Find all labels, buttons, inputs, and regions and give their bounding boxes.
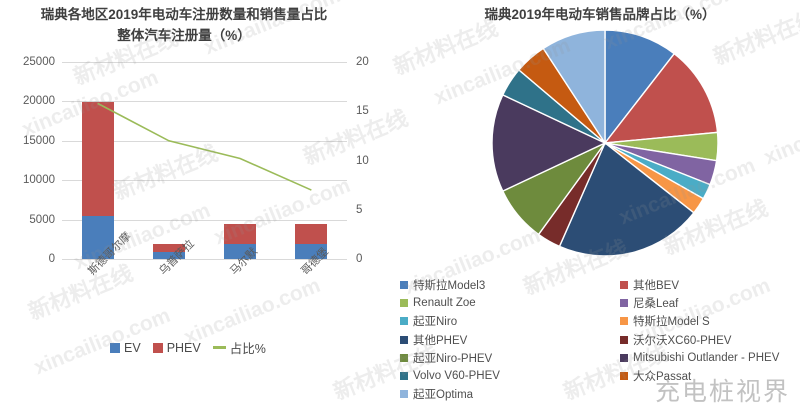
pie-legend-swatch <box>400 317 408 326</box>
pie-slice[interactable] <box>491 93 607 193</box>
bar-segment-phev <box>224 223 257 244</box>
bar-group[interactable] <box>224 223 257 259</box>
y-axis-tick-label: 10000 <box>23 174 55 187</box>
legend-item-ev[interactable]: EV <box>110 341 141 355</box>
pie-legend-label: 起亚Niro <box>413 316 458 329</box>
pie-legend-label: 沃尔沃XC60-PHEV <box>633 334 732 347</box>
ratio-line-path <box>97 102 312 191</box>
gridline <box>62 62 347 63</box>
pie-chart-legend: 特斯拉Model3 Renault Zoe 起亚Niro 其他PHEV 起亚Niro-P… <box>400 276 800 403</box>
gridline <box>62 259 347 260</box>
pie-legend-swatch <box>620 299 628 308</box>
bar-segment-phev <box>152 244 185 252</box>
bar-chart-title: 瑞典各地区2019年电动车注册数量和销售量占比整体汽车注册量（%） <box>40 7 328 43</box>
y-axis-tick-label: 5000 <box>29 213 55 226</box>
pie-legend-swatch <box>400 390 408 399</box>
pie-legend-item[interactable]: 其他PHEV <box>400 331 620 349</box>
pie-legend-label: Volvo V60-PHEV <box>413 370 500 383</box>
bar-chart-plot-area: 0 5000 10000 15000 20000 25000 0 5 10 15 20 <box>23 56 369 265</box>
bar-segment-ev <box>152 251 185 259</box>
pie-legend-label: 特斯拉Model3 <box>413 280 486 293</box>
gridline <box>62 101 347 103</box>
pie-legend-label: 起亚Optima <box>413 389 474 402</box>
pie-legend-swatch <box>400 299 408 308</box>
pie-legend-label: 特斯拉Model S <box>633 316 710 329</box>
pie-legend-item[interactable]: 特斯拉Model3 <box>400 276 620 294</box>
pie-legend-label: Renault Zoe <box>413 297 476 310</box>
legend-item-phev[interactable]: PHEV <box>152 340 201 355</box>
pie-slice[interactable] <box>603 52 719 144</box>
pie-legend-item[interactable]: 特斯拉Model S <box>620 312 800 330</box>
legend-swatch-ev <box>110 342 120 353</box>
bar-segment-ev <box>295 244 328 259</box>
pie-slices <box>491 29 719 257</box>
y-axis-tick-label: 15000 <box>23 134 55 147</box>
legend-item-ratio[interactable]: 占比% <box>212 338 266 357</box>
secondary-y-axis-tick-label: 20 <box>356 56 369 68</box>
bar-chart-legend: EV PHEV 占比% <box>110 338 266 357</box>
pie-slice[interactable] <box>542 29 606 146</box>
pie-chart-panel: 瑞典2019年电动车销售品牌占比（%） 特斯拉Model3 Renault Zoe… <box>400 0 800 415</box>
pie-legend-swatch <box>620 372 628 381</box>
pie-legend-item[interactable]: 起亚Niro <box>400 312 620 330</box>
pie-legend-swatch <box>400 281 408 290</box>
bar-segment-ev <box>224 243 257 259</box>
bar-chart-panel: 瑞典各地区2019年电动车注册数量和销售量占比整体汽车注册量（%） 0 5000 1… <box>23 7 369 357</box>
pie-legend-item[interactable]: 起亚Niro-PHEV <box>400 349 620 367</box>
bar-segment-ev <box>81 216 114 259</box>
pie-legend-item[interactable]: 其他BEV <box>620 276 800 294</box>
secondary-y-axis-tick-label: 0 <box>356 253 363 265</box>
pie-chart-plot-area <box>490 28 720 258</box>
pie-legend-label: 起亚Niro-PHEV <box>413 352 493 365</box>
bar-group[interactable] <box>81 102 114 259</box>
legend-swatch-ratio <box>212 346 226 349</box>
secondary-y-axis-tick-label: 15 <box>356 105 369 118</box>
pie-legend-label: 其他PHEV <box>413 334 468 347</box>
bar-segment-phev <box>295 223 328 245</box>
legend-label-phev: PHEV <box>166 340 201 355</box>
secondary-y-axis-tick-label: 10 <box>356 154 369 167</box>
pie-legend-swatch <box>620 281 628 290</box>
y-axis-tick-label: 20000 <box>23 95 55 108</box>
pie-legend-column-right: 其他BEV 尼桑Leaf 特斯拉Model S 沃尔沃XC60-PHEV Mitsubi… <box>620 276 800 403</box>
pie-legend-item[interactable]: 尼桑Leaf <box>620 294 800 312</box>
pie-legend-label: 大众Passat <box>633 371 692 384</box>
pie-legend-item[interactable]: 起亚Optima <box>400 385 620 403</box>
pie-legend-swatch <box>400 372 408 381</box>
pie-legend-label: Mitsubishi Outlander - PHEV <box>633 351 780 364</box>
y-axis-tick-label: 0 <box>48 253 55 265</box>
pie-legend-swatch <box>400 353 408 362</box>
pie-legend-swatch <box>620 335 628 344</box>
bar-group[interactable] <box>152 244 185 259</box>
bar-group[interactable] <box>295 223 328 259</box>
gridline <box>62 140 347 142</box>
pie-legend-column-left: 特斯拉Model3 Renault Zoe 起亚Niro 其他PHEV 起亚Niro-P… <box>400 276 620 403</box>
pie-legend-item[interactable]: 沃尔沃XC60-PHEV <box>620 331 800 349</box>
y-axis-tick-label: 25000 <box>23 56 55 68</box>
pie-legend-label: 其他BEV <box>633 280 680 293</box>
pie-chart-title: 瑞典2019年电动车销售品牌占比（%） <box>484 7 716 22</box>
legend-label-ev: EV <box>124 340 141 355</box>
pie-legend-swatch <box>400 335 408 344</box>
gridline <box>62 180 347 182</box>
pie-legend-item[interactable]: Renault Zoe <box>400 294 620 312</box>
secondary-y-axis-tick-label: 5 <box>356 203 363 216</box>
pie-legend-swatch <box>620 317 628 326</box>
pie-legend-label: 尼桑Leaf <box>633 298 679 311</box>
ratio-line-series <box>97 102 312 191</box>
pie-slice[interactable] <box>604 29 676 146</box>
pie-legend-item[interactable]: Volvo V60-PHEV <box>400 367 620 385</box>
pie-legend-item[interactable]: Mitsubishi Outlander - PHEV <box>620 349 800 367</box>
gridline <box>62 219 347 221</box>
pie-legend-item[interactable]: 大众Passat <box>620 367 800 385</box>
legend-label-ratio: 占比% <box>229 342 266 356</box>
legend-swatch-phev <box>152 342 163 353</box>
pie-legend-swatch <box>620 353 628 362</box>
bar-segment-phev <box>81 102 114 217</box>
